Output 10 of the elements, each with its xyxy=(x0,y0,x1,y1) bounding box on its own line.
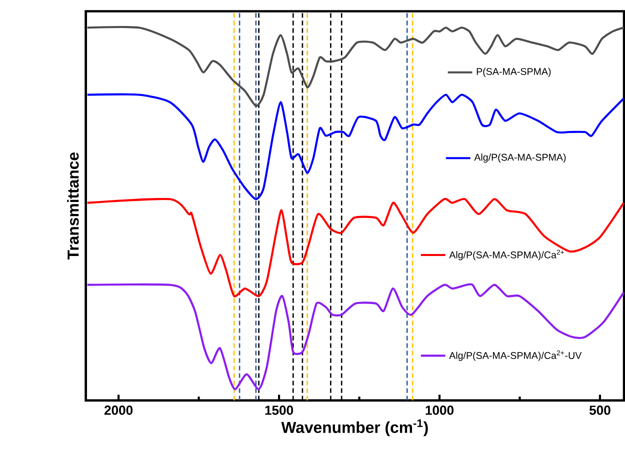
x-tick-label: 500 xyxy=(589,406,610,416)
legend-label: Alg/P(SA-MA-SPMA) xyxy=(474,154,566,163)
legend-label: Alg/P(SA-MA-SPMA)/Ca$^{2+}$ xyxy=(449,250,564,260)
x-tick-label: 1500 xyxy=(265,406,294,416)
legend-label: P(SA-MA-SPMA) xyxy=(476,68,551,78)
y-axis-title: Transmittance xyxy=(67,152,79,260)
x-tick-label: 1000 xyxy=(426,406,454,416)
legend-label: Alg/P(SA-MA-SPMA)/Ca$^{2+}$-UV xyxy=(449,350,582,362)
x-axis-title: Wavenumber (cm$^{-1}$) xyxy=(281,420,428,436)
x-tick-label: 2000 xyxy=(104,406,133,416)
